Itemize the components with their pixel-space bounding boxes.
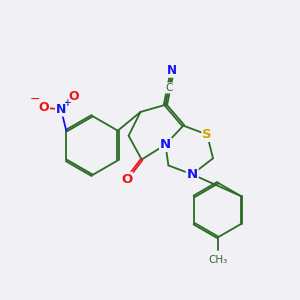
Text: C: C: [165, 83, 172, 93]
Text: +: +: [64, 98, 71, 108]
Text: S: S: [202, 128, 212, 141]
Text: N: N: [56, 103, 66, 116]
Text: N: N: [167, 64, 177, 77]
Text: N: N: [187, 168, 198, 181]
Text: N: N: [160, 138, 171, 151]
Text: O: O: [121, 172, 132, 186]
Text: CH₃: CH₃: [208, 255, 227, 265]
Text: −: −: [30, 93, 40, 106]
Text: O: O: [68, 90, 79, 103]
Text: O: O: [38, 101, 49, 114]
